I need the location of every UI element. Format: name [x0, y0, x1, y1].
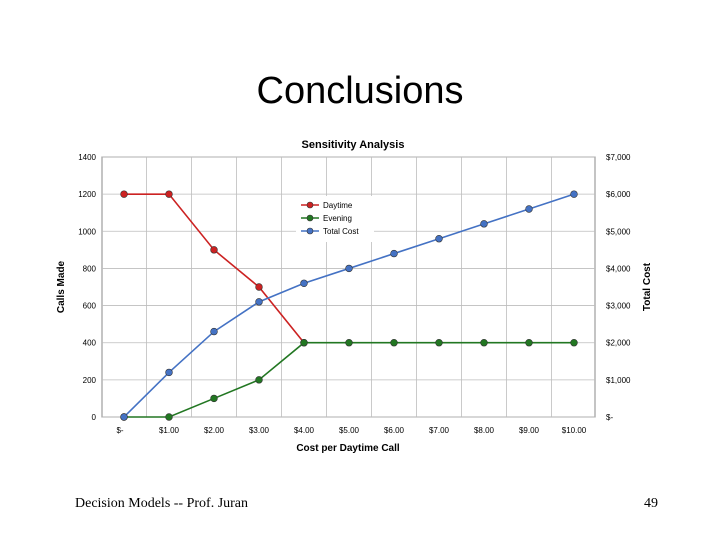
left-axis-ticks: 0 200 400 600 800 1000 1200 1400: [78, 153, 96, 422]
y2-tick-label: $4,000: [606, 264, 631, 273]
legend-swatch-marker: [306, 227, 314, 235]
data-point: [120, 190, 128, 198]
x-tick-label: $7.00: [429, 426, 450, 435]
data-point: [255, 283, 263, 291]
data-point: [390, 339, 398, 347]
y-tick-label: 1200: [78, 190, 96, 199]
y2-tick-label: $2,000: [606, 339, 631, 348]
x-tick-label: $1.00: [159, 426, 180, 435]
data-point: [345, 264, 353, 273]
x-tick-label: $-: [116, 426, 123, 435]
y2-tick-label: $5,000: [606, 227, 631, 236]
y-tick-label: 1000: [78, 227, 96, 236]
footer-text: Decision Models -- Prof. Juran: [75, 496, 249, 511]
y-tick-label: 800: [83, 264, 97, 273]
data-point: [480, 339, 488, 347]
data-point: [165, 368, 173, 377]
legend-label: Total Cost: [323, 227, 359, 236]
series-evening: [120, 339, 578, 421]
y-axis-title: Calls Made: [56, 260, 67, 313]
x-axis-title: Cost per Daytime Call: [296, 443, 400, 454]
data-point: [165, 190, 173, 198]
data-point: [300, 279, 308, 287]
y2-axis-title: Total Cost: [642, 262, 653, 311]
y2-tick-label: $-: [606, 413, 613, 422]
y2-tick-label: $7,000: [606, 153, 631, 162]
x-tick-label: $8.00: [474, 426, 495, 435]
x-tick-label: $2.00: [204, 426, 225, 435]
legend-label: Daytime: [323, 201, 353, 210]
x-tick-label: $9.00: [519, 426, 540, 435]
y2-tick-label: $3,000: [606, 302, 631, 311]
data-point: [210, 394, 218, 403]
x-tick-label: $3.00: [249, 426, 270, 435]
legend-swatch-marker: [306, 214, 314, 222]
data-point: [435, 235, 443, 243]
data-point: [120, 413, 128, 421]
data-point: [435, 339, 443, 347]
data-point: [570, 339, 578, 347]
x-axis-ticks: $- $1.00 $2.00 $3.00 $4.00 $5.00 $6.00 $7.00 $8.…: [116, 426, 586, 435]
data-point: [525, 205, 533, 213]
y2-tick-label: $1,000: [606, 376, 631, 385]
data-point: [345, 339, 353, 347]
y-tick-label: 400: [83, 339, 97, 348]
data-point: [480, 220, 488, 228]
y-tick-label: 600: [83, 302, 97, 311]
data-point: [255, 376, 263, 384]
series-layer: [120, 190, 578, 421]
x-tick-label: $4.00: [294, 426, 315, 435]
data-point: [210, 327, 218, 336]
y-tick-label: 1400: [78, 153, 96, 162]
slide-title: Conclusions: [256, 70, 464, 112]
data-point: [525, 339, 533, 347]
data-point: [165, 413, 173, 421]
data-point: [570, 190, 578, 198]
data-point: [300, 339, 308, 347]
legend-swatch-marker: [306, 201, 314, 209]
right-axis-ticks: $- $1,000 $2,000 $3,000 $4,000 $5,000 $6,000 $7…: [606, 153, 631, 422]
legend-label: Evening: [323, 214, 352, 223]
y-tick-label: 200: [83, 376, 97, 385]
x-tick-label: $6.00: [384, 426, 405, 435]
data-point: [255, 298, 263, 306]
x-tick-label: $5.00: [339, 426, 360, 435]
x-tick-label: $10.00: [562, 426, 587, 435]
data-point: [210, 246, 218, 254]
chart-title: Sensitivity Analysis: [302, 139, 405, 151]
page-number: 49: [644, 496, 658, 511]
data-point: [390, 249, 398, 258]
y2-tick-label: $6,000: [606, 190, 631, 199]
y-tick-label: 0: [92, 413, 97, 422]
series-total-cost: [120, 190, 578, 421]
legend: Daytime Evening Total Cost: [296, 196, 374, 242]
